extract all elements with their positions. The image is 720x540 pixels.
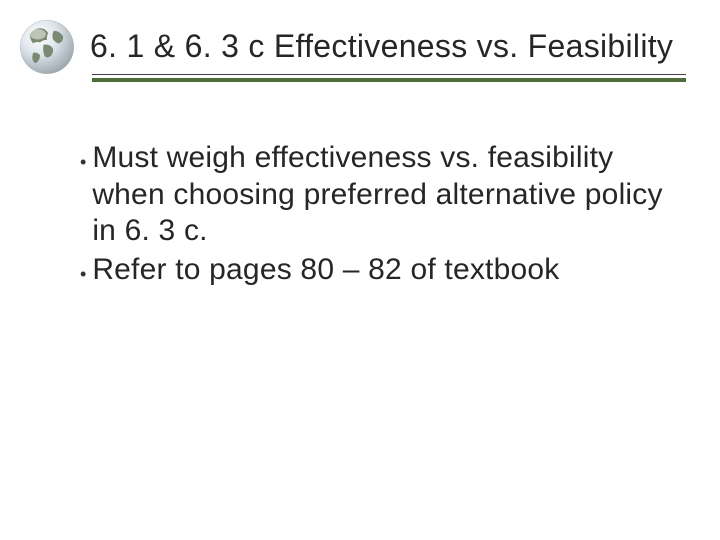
rule-thin xyxy=(92,74,686,75)
header: 6. 1 & 6. 3 c Effectiveness vs. Feasibil… xyxy=(18,18,690,76)
rule-thick xyxy=(92,78,686,82)
globe-icon xyxy=(18,18,76,76)
bullet-marker: • xyxy=(80,140,86,182)
bullet-marker: • xyxy=(80,252,86,294)
slide-title: 6. 1 & 6. 3 c Effectiveness vs. Feasibil… xyxy=(90,29,673,64)
bullet-item: • Must weigh effectiveness vs. feasibili… xyxy=(80,140,670,250)
body: • Must weigh effectiveness vs. feasibili… xyxy=(80,140,670,296)
bullet-text: Must weigh effectiveness vs. feasibility… xyxy=(92,140,670,250)
bullet-text: Refer to pages 80 – 82 of textbook xyxy=(92,252,559,289)
slide: 6. 1 & 6. 3 c Effectiveness vs. Feasibil… xyxy=(0,0,720,540)
title-underline xyxy=(92,74,686,82)
bullet-item: • Refer to pages 80 – 82 of textbook xyxy=(80,252,670,294)
